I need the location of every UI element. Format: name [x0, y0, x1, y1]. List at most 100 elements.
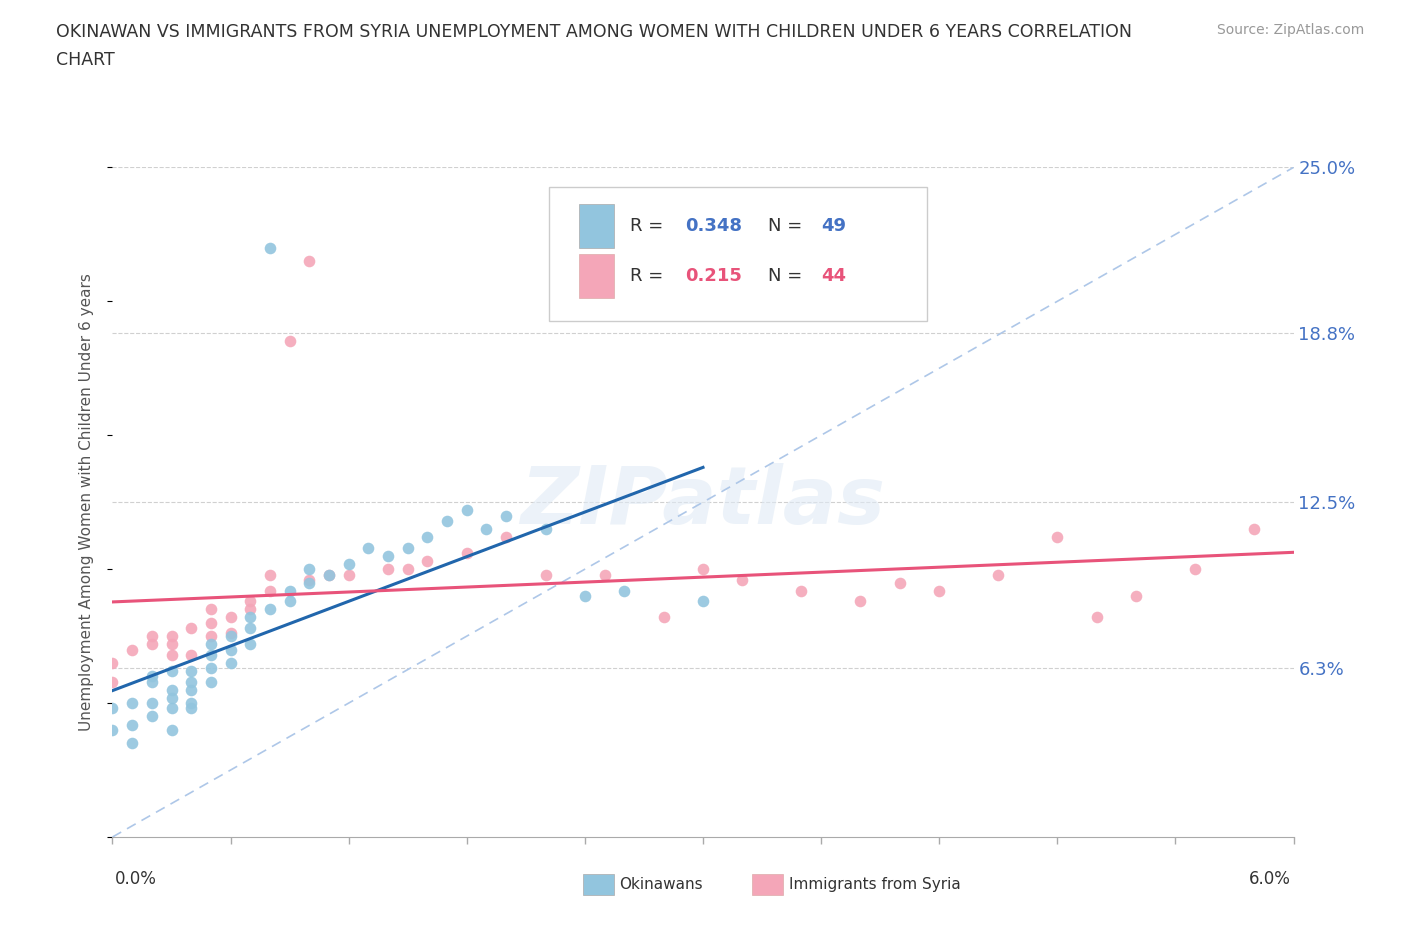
- Text: 0.0%: 0.0%: [115, 870, 157, 887]
- Point: [200, 647, 222, 662]
- Point: [239, 620, 262, 635]
- Point: [416, 529, 439, 544]
- Point: [160, 701, 183, 716]
- Point: [396, 540, 419, 555]
- Point: [219, 610, 242, 625]
- Point: [259, 583, 281, 598]
- FancyBboxPatch shape: [579, 255, 614, 298]
- Point: [495, 529, 517, 544]
- Point: [416, 553, 439, 568]
- Text: 44: 44: [821, 267, 846, 285]
- Point: [613, 583, 636, 598]
- Point: [475, 522, 498, 537]
- Point: [141, 709, 163, 724]
- Point: [180, 683, 202, 698]
- Point: [692, 562, 714, 577]
- Point: [278, 583, 301, 598]
- Point: [200, 674, 222, 689]
- Point: [790, 583, 813, 598]
- Point: [987, 567, 1010, 582]
- Point: [121, 642, 143, 657]
- Point: [239, 637, 262, 652]
- Point: [180, 620, 202, 635]
- Point: [298, 575, 321, 590]
- Point: [318, 567, 340, 582]
- Point: [101, 701, 124, 716]
- Point: [259, 602, 281, 617]
- Point: [298, 562, 321, 577]
- Point: [180, 696, 202, 711]
- Point: [219, 626, 242, 641]
- Point: [101, 674, 124, 689]
- Point: [593, 567, 616, 582]
- Point: [141, 669, 163, 684]
- Point: [377, 562, 399, 577]
- Point: [534, 522, 557, 537]
- Point: [1184, 562, 1206, 577]
- Point: [101, 656, 124, 671]
- Text: R =: R =: [630, 267, 669, 285]
- Point: [259, 567, 281, 582]
- Text: Source: ZipAtlas.com: Source: ZipAtlas.com: [1216, 23, 1364, 37]
- Point: [121, 717, 143, 732]
- Point: [141, 696, 163, 711]
- Point: [219, 656, 242, 671]
- Point: [121, 696, 143, 711]
- Point: [574, 589, 596, 604]
- Point: [160, 629, 183, 644]
- Point: [141, 629, 163, 644]
- Point: [1243, 522, 1265, 537]
- Point: [180, 663, 202, 678]
- Point: [239, 602, 262, 617]
- Point: [259, 240, 281, 255]
- Text: N =: N =: [768, 217, 808, 234]
- Point: [200, 629, 222, 644]
- Point: [298, 254, 321, 269]
- Point: [436, 513, 458, 528]
- Point: [278, 594, 301, 609]
- Text: OKINAWAN VS IMMIGRANTS FROM SYRIA UNEMPLOYMENT AMONG WOMEN WITH CHILDREN UNDER 6: OKINAWAN VS IMMIGRANTS FROM SYRIA UNEMPL…: [56, 23, 1132, 41]
- Point: [180, 701, 202, 716]
- Point: [160, 637, 183, 652]
- Point: [180, 647, 202, 662]
- Point: [278, 334, 301, 349]
- Point: [337, 567, 360, 582]
- Point: [160, 690, 183, 705]
- Point: [731, 573, 754, 588]
- Text: 0.348: 0.348: [685, 217, 742, 234]
- Point: [298, 573, 321, 588]
- Text: CHART: CHART: [56, 51, 115, 69]
- Point: [219, 642, 242, 657]
- Point: [337, 556, 360, 571]
- FancyBboxPatch shape: [579, 205, 614, 247]
- Text: 6.0%: 6.0%: [1249, 870, 1291, 887]
- Point: [534, 567, 557, 582]
- Point: [239, 610, 262, 625]
- Point: [1085, 610, 1108, 625]
- Point: [160, 723, 183, 737]
- Point: [928, 583, 950, 598]
- Point: [101, 723, 124, 737]
- Point: [121, 736, 143, 751]
- Point: [456, 503, 478, 518]
- Text: R =: R =: [630, 217, 669, 234]
- Text: Immigrants from Syria: Immigrants from Syria: [789, 877, 960, 892]
- Point: [692, 594, 714, 609]
- Text: ZIPatlas: ZIPatlas: [520, 463, 886, 541]
- Point: [1046, 529, 1069, 544]
- Point: [180, 674, 202, 689]
- Point: [377, 549, 399, 564]
- Point: [141, 637, 163, 652]
- Point: [239, 594, 262, 609]
- Text: N =: N =: [768, 267, 808, 285]
- Point: [160, 647, 183, 662]
- Point: [849, 594, 872, 609]
- Y-axis label: Unemployment Among Women with Children Under 6 years: Unemployment Among Women with Children U…: [79, 273, 94, 731]
- Point: [219, 629, 242, 644]
- Point: [200, 637, 222, 652]
- Point: [396, 562, 419, 577]
- Text: 49: 49: [821, 217, 846, 234]
- Point: [889, 575, 911, 590]
- Point: [141, 674, 163, 689]
- Text: 0.215: 0.215: [685, 267, 742, 285]
